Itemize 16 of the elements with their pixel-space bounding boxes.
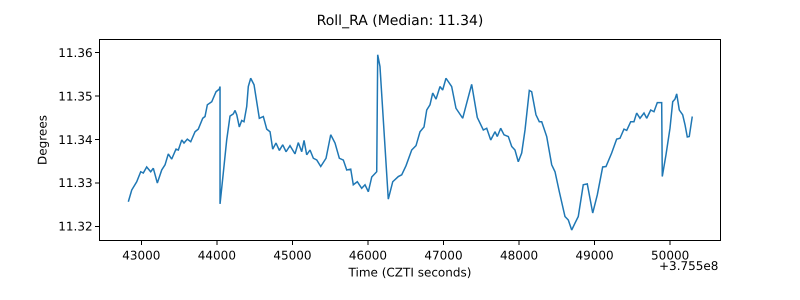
x-tick-label: 45000 [273, 248, 312, 262]
x-tick-label: 47000 [424, 248, 463, 262]
chart-title: Roll_RA (Median: 11.34) [316, 12, 484, 29]
x-axis-title: Time (CZTI seconds) [348, 265, 472, 280]
y-tick-label: 11.36 [58, 46, 93, 60]
y-tick-label: 11.32 [58, 220, 93, 234]
y-axis-title: Degrees [36, 115, 50, 165]
y-tick-label: 11.34 [58, 132, 93, 147]
y-tick-label: 11.35 [58, 89, 93, 104]
x-tick-label: 46000 [348, 248, 388, 262]
x-tick-label: 48000 [500, 248, 538, 262]
x-tick-label: 44000 [198, 248, 236, 262]
x-tick-label: 49000 [575, 248, 614, 262]
line-series [128, 54, 694, 231]
x-tick-label: 43000 [122, 248, 160, 262]
y-tick-label: 11.33 [58, 176, 93, 190]
